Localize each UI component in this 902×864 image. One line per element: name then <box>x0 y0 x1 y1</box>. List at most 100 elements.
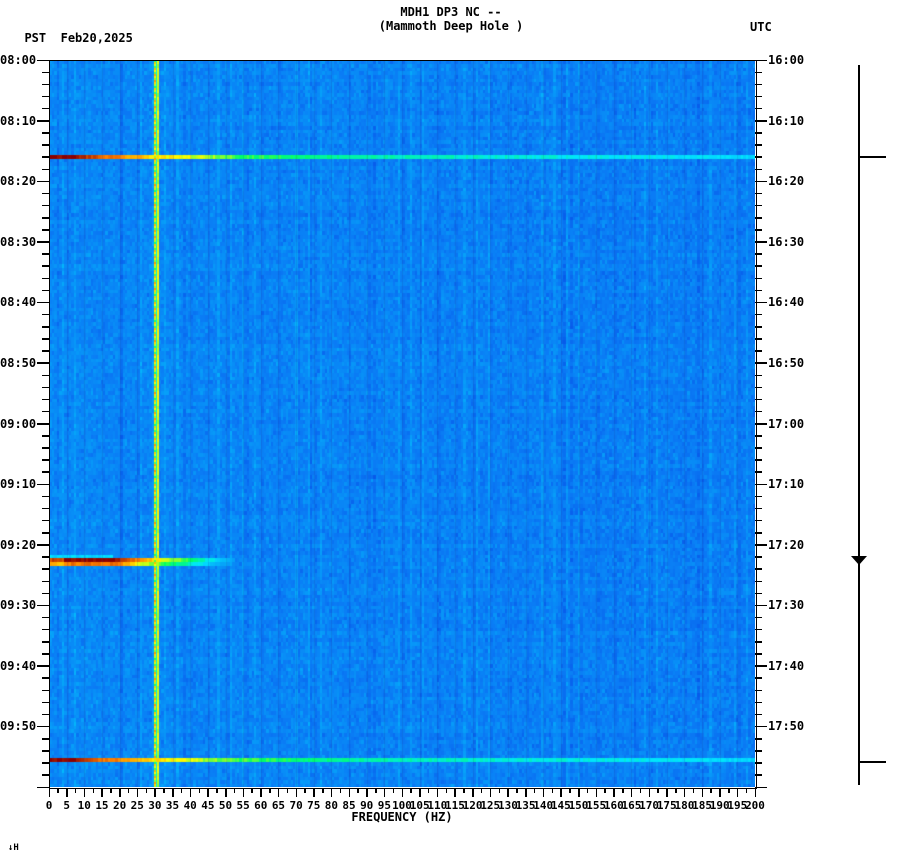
freq-axis-major-tick <box>83 788 86 797</box>
freq-axis-major-tick <box>560 788 562 797</box>
header-left-timezone-date: PST Feb20,2025 <box>10 17 132 45</box>
freq-axis-minor-tick <box>480 788 483 793</box>
left-axis-minor-tick <box>42 192 49 195</box>
frequency-tick-label: 60 <box>254 799 268 812</box>
freq-axis-minor-tick <box>163 788 165 793</box>
freq-axis-major-tick <box>330 788 333 797</box>
right-axis-minor-tick <box>755 71 762 74</box>
right-axis-major-tick <box>755 120 767 122</box>
freq-axis-minor-tick <box>145 788 148 793</box>
left-axis-minor-tick <box>42 253 49 255</box>
spectrogram-plot[interactable] <box>49 60 755 787</box>
freq-axis-minor-tick <box>286 788 289 793</box>
right-axis-minor-tick <box>755 628 762 631</box>
freq-axis-major-tick <box>754 788 756 797</box>
right-axis-major-tick <box>755 665 767 667</box>
frequency-tick-label: 20 <box>112 799 127 812</box>
freq-axis-minor-tick <box>74 788 77 793</box>
frequency-tick-label: 35 <box>165 799 180 812</box>
right-time-label: 17:00 <box>768 416 805 431</box>
freq-axis-minor-tick <box>392 788 395 793</box>
left-axis-minor-tick <box>42 592 49 595</box>
right-axis-minor-tick <box>755 568 762 570</box>
frequency-tick-label: 125 <box>480 799 501 812</box>
freq-axis-major-tick <box>313 788 315 797</box>
freq-axis-major-tick <box>542 788 545 797</box>
left-time-label: 08:50 <box>0 355 37 370</box>
right-axis-minor-tick <box>755 326 762 328</box>
left-axis-minor-tick <box>42 701 49 704</box>
freq-axis-major-tick <box>66 788 68 797</box>
left-axis-minor-tick <box>42 386 49 389</box>
freq-axis-major-tick <box>630 788 633 797</box>
freq-axis-minor-tick <box>357 788 359 793</box>
freq-axis-minor-tick <box>304 788 306 793</box>
frequency-tick-label: 70 <box>289 799 303 812</box>
frequency-tick-label: 190 <box>709 799 730 812</box>
right-axis-minor-tick <box>755 653 762 655</box>
left-time-label: 09:40 <box>0 658 37 673</box>
right-axis-minor-tick <box>755 253 762 255</box>
freq-axis-minor-tick <box>180 788 183 793</box>
right-time-label: 16:00 <box>768 53 805 67</box>
left-time-label: 08:40 <box>0 295 37 310</box>
left-axis-minor-tick <box>42 217 49 219</box>
right-axis-minor-tick <box>755 471 762 473</box>
frequency-tick-label: 135 <box>515 799 536 812</box>
freq-axis-minor-tick <box>728 788 730 793</box>
left-axis-minor-tick <box>42 229 49 231</box>
right-axis-minor-tick <box>755 738 762 740</box>
freq-axis-minor-tick <box>692 788 695 793</box>
freq-axis-minor-tick <box>675 788 677 793</box>
right-time-label: 16:50 <box>768 355 805 370</box>
left-axis-major-tick <box>37 665 49 667</box>
frequency-tick-label: 170 <box>639 799 660 812</box>
left-axis-major-tick <box>37 241 49 243</box>
timezone-label-utc: UTC <box>750 20 772 34</box>
scale-bar-tick-bottom <box>858 761 886 763</box>
left-axis-minor-tick <box>42 532 49 534</box>
scale-bar-event-marker <box>851 556 867 565</box>
freq-axis-minor-tick <box>657 788 659 793</box>
right-axis-minor-tick <box>755 289 762 292</box>
right-axis-major-tick <box>755 59 767 61</box>
freq-axis-major-tick <box>136 788 139 797</box>
left-axis-minor-tick <box>42 580 49 583</box>
frequency-tick-label: 145 <box>550 799 571 812</box>
freq-axis-minor-tick <box>463 788 465 793</box>
left-axis-minor-tick <box>42 762 49 764</box>
freq-axis-minor-tick <box>710 788 712 793</box>
left-axis-major-tick <box>37 301 49 304</box>
right-time-label: 16:20 <box>768 174 805 189</box>
freq-axis-major-tick <box>260 788 262 797</box>
left-axis-minor-tick <box>42 568 49 570</box>
freq-axis-major-tick <box>419 788 421 797</box>
right-axis-minor-tick <box>755 374 762 377</box>
freq-axis-minor-tick <box>551 788 554 793</box>
left-axis-minor-tick <box>42 277 49 280</box>
frequency-tick-label: 115 <box>445 799 465 812</box>
left-axis-minor-tick <box>42 616 49 619</box>
right-axis-minor-tick <box>755 459 762 461</box>
right-axis-minor-tick <box>755 144 762 146</box>
right-axis-minor-tick <box>755 519 762 522</box>
left-axis-major-tick <box>37 544 49 546</box>
left-axis-major-tick <box>37 725 49 728</box>
left-time-label: 09:00 <box>0 416 37 431</box>
right-axis-major-tick <box>755 362 767 364</box>
freq-axis-minor-tick <box>216 788 218 793</box>
right-axis-minor-tick <box>755 701 762 704</box>
freq-axis-major-tick <box>189 788 192 797</box>
spectrogram-canvas[interactable] <box>49 60 755 787</box>
right-axis-minor-tick <box>755 532 762 534</box>
freq-axis-minor-tick <box>427 788 430 793</box>
left-axis-minor-tick <box>42 628 49 631</box>
left-axis-minor-tick <box>42 338 49 340</box>
right-time-label: 17:30 <box>768 598 805 613</box>
freq-axis-major-tick <box>401 788 403 797</box>
left-axis-major-tick <box>37 180 49 183</box>
right-axis-major-tick <box>755 483 767 486</box>
freq-axis-major-tick <box>595 788 598 797</box>
freq-axis-minor-tick <box>410 788 412 793</box>
frequency-tick-label: 75 <box>307 799 321 812</box>
